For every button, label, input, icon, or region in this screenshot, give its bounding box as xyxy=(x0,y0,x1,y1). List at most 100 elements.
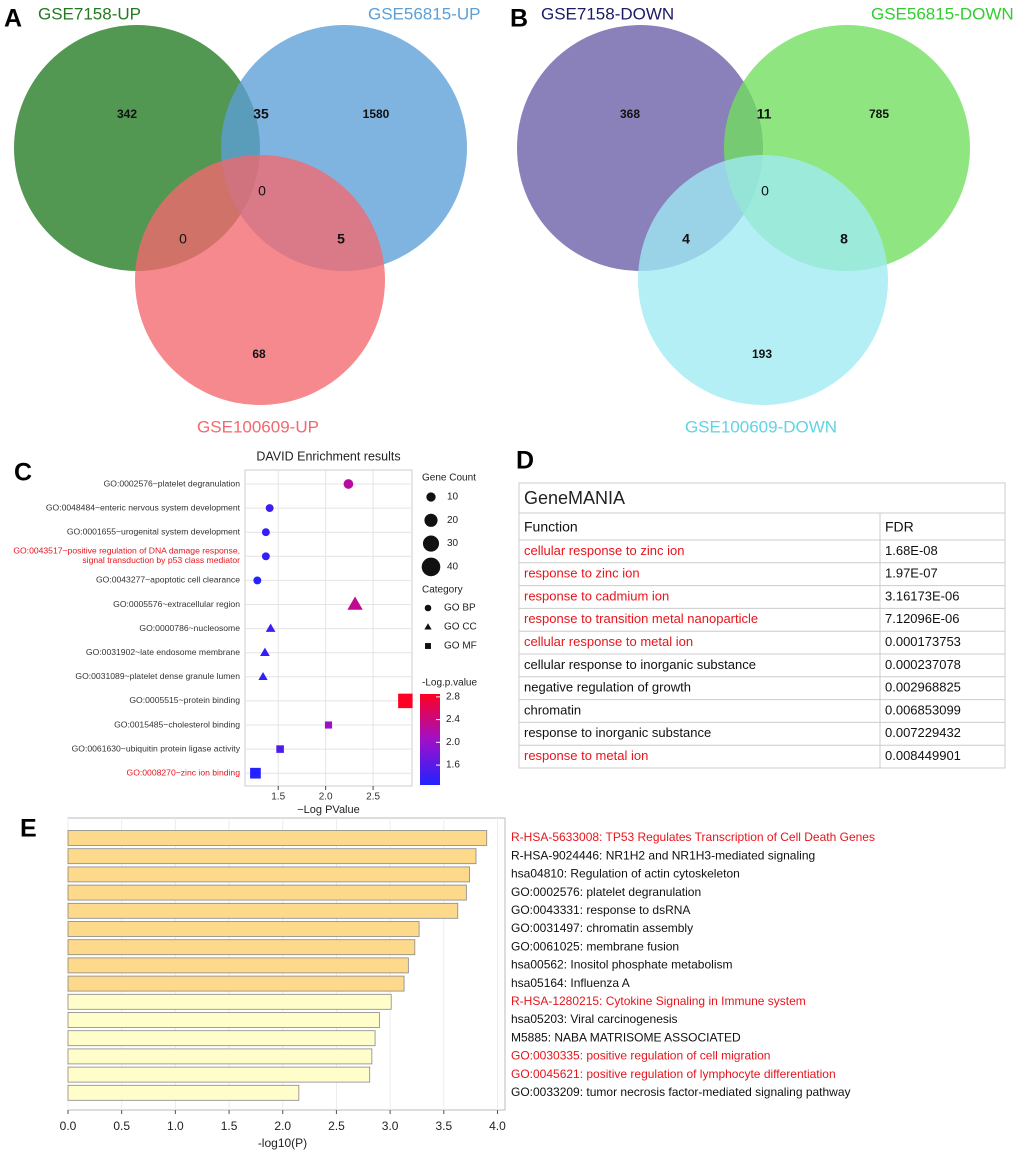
panel-label: A xyxy=(4,5,22,33)
table-cell: negative regulation of growth xyxy=(524,680,691,695)
table-cell: 3.16173E-06 xyxy=(885,588,959,603)
bar-label: GO:0043331: response to dsRNA xyxy=(511,903,690,917)
y-tick-label: GO:0031089~platelet dense granule lumen xyxy=(75,671,240,681)
bar xyxy=(67,957,409,974)
legend-shape xyxy=(424,623,432,630)
set-label: GSE7158-DOWN xyxy=(541,4,674,23)
y-tick-label: GO:0002576~platelet degranulation xyxy=(104,478,241,488)
y-tick-label: GO:0005515~protein binding xyxy=(129,695,240,705)
bar xyxy=(67,884,467,901)
column-header: Function xyxy=(524,519,578,535)
legend-label: GO CC xyxy=(444,622,477,633)
y-tick-label: GO:0015485~cholesterol binding xyxy=(114,719,240,729)
region-count: 0 xyxy=(179,231,187,247)
table-cell: cellular response to inorganic substance xyxy=(524,657,756,672)
set-label: GSE100609-UP xyxy=(197,417,319,436)
point xyxy=(261,528,270,537)
legend-label: GO MF xyxy=(444,641,477,652)
bar xyxy=(67,921,420,937)
region-count: 0 xyxy=(258,183,266,199)
table-cell: response to metal ion xyxy=(524,748,648,763)
point xyxy=(261,552,270,561)
bar xyxy=(67,866,470,883)
y-tick-label: GO:0048484~enteric nervous system develo… xyxy=(46,502,241,512)
x-tick-label: 2.5 xyxy=(328,1119,345,1133)
table-cell: 0.000237078 xyxy=(885,657,961,672)
bar-label: R-HSA-5633008: TP53 Regulates Transcript… xyxy=(511,830,875,844)
legend-size xyxy=(426,492,436,502)
legend-title: Gene Count xyxy=(422,473,476,484)
point xyxy=(343,479,354,489)
table-cell: 0.008449901 xyxy=(885,748,961,763)
region-count: 193 xyxy=(752,347,772,361)
bar xyxy=(67,939,416,956)
legend-size xyxy=(421,557,441,577)
panel-label: C xyxy=(14,459,32,487)
y-tick-label: GO:0000786~nucleosome xyxy=(139,623,240,633)
table-border xyxy=(518,482,1006,769)
bar xyxy=(67,1048,373,1065)
y-tick-label: GO:0043277~apoptotic cell clearance xyxy=(96,575,240,585)
bar-label: R-HSA-9024446: NR1H2 and NR1H3-mediated … xyxy=(511,848,815,862)
bar xyxy=(67,830,488,846)
x-tick-label: 0.5 xyxy=(113,1119,130,1133)
x-tick-label: 1.5 xyxy=(271,792,285,803)
x-tick-label: 3.5 xyxy=(435,1119,452,1133)
set-label: GSE56815-DOWN xyxy=(871,4,1014,23)
table-cell: 0.002968825 xyxy=(885,680,961,695)
x-axis-label: -log10(P) xyxy=(258,1136,307,1150)
bar xyxy=(67,1012,380,1028)
bar xyxy=(67,1066,371,1083)
point xyxy=(347,596,363,610)
region-count: 68 xyxy=(252,347,266,361)
bar-label: hsa00562: Inositol phosphate metabolism xyxy=(511,958,732,972)
legend-label: GO BP xyxy=(444,603,476,614)
point xyxy=(253,576,262,585)
bar-label: hsa05164: Influenza A xyxy=(511,976,630,990)
legend-title: -Log.p.value xyxy=(422,678,477,689)
bar xyxy=(67,993,392,1010)
table-cell: cellular response to metal ion xyxy=(524,634,693,649)
point xyxy=(276,745,284,753)
venn-set xyxy=(135,155,385,405)
bar-label: GO:0002576: platelet degranulation xyxy=(511,885,701,899)
legend-label: 40 xyxy=(447,562,459,573)
x-tick-label: 3.0 xyxy=(382,1119,399,1133)
y-tick-label: GO:0005576~extracellular region xyxy=(113,599,240,609)
table-cell: 0.007229432 xyxy=(885,725,961,740)
panel-label: D xyxy=(516,447,534,475)
table-cell: 0.006853099 xyxy=(885,702,961,717)
region-count: 11 xyxy=(757,106,772,122)
bar-label: hsa04810: Regulation of actin cytoskelet… xyxy=(511,867,740,881)
set-label: GSE7158-UP xyxy=(38,4,141,23)
bar xyxy=(67,902,459,919)
x-tick-label: 2.5 xyxy=(366,792,380,803)
bar-label: hsa05203: Viral carcinogenesis xyxy=(511,1012,678,1026)
bar-label: GO:0031497: chromatin assembly xyxy=(511,921,693,935)
x-tick-label: 1.0 xyxy=(167,1119,184,1133)
y-tick-label: GO:0061630~ubiquitin protein ligase acti… xyxy=(72,743,241,753)
legend-shape xyxy=(424,604,432,612)
table-cell: 7.12096E-06 xyxy=(885,611,959,626)
x-tick-label: 1.5 xyxy=(221,1119,238,1133)
legend-label: 2.8 xyxy=(446,691,460,702)
legend-label: 10 xyxy=(447,492,459,503)
panel-label: B xyxy=(510,5,528,33)
region-count: 368 xyxy=(620,107,640,121)
set-label: GSE100609-DOWN xyxy=(685,417,837,436)
legend-label: 30 xyxy=(447,538,459,549)
bar-label: GO:0030335: positive regulation of cell … xyxy=(511,1049,770,1063)
x-tick-label: 2.0 xyxy=(319,792,333,803)
table-cell: 0.000173753 xyxy=(885,634,961,649)
chart-title: DAVID Enrichment results xyxy=(256,449,400,463)
region-count: 35 xyxy=(253,106,269,122)
legend-label: 20 xyxy=(447,515,459,526)
table-cell: 1.68E-08 xyxy=(885,543,938,558)
point xyxy=(258,671,268,680)
table-cell: chromatin xyxy=(524,702,581,717)
point xyxy=(324,721,333,729)
region-count: 785 xyxy=(869,107,889,121)
region-count: 0 xyxy=(761,183,769,199)
bar-label: GO:0045621: positive regulation of lymph… xyxy=(511,1067,836,1081)
